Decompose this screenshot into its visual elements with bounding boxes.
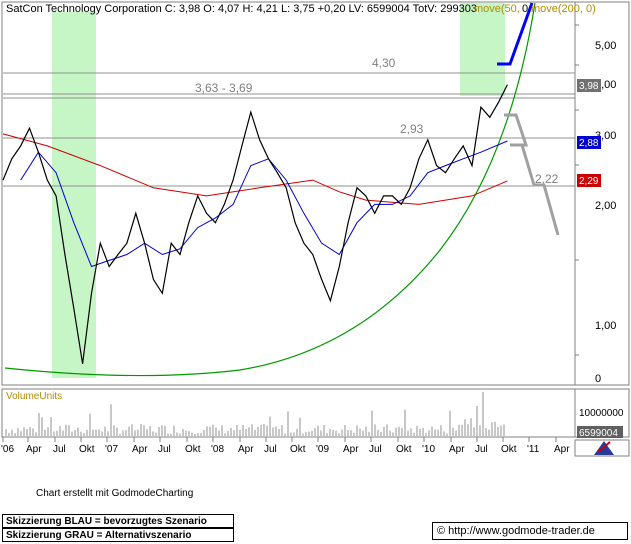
highlight-zone-2010 bbox=[460, 3, 505, 96]
price-tag-box bbox=[577, 136, 601, 149]
time-label: '06 bbox=[1, 444, 14, 455]
volume-title: VolumeUnits bbox=[6, 391, 62, 402]
ma50-legend: move(50, bbox=[474, 3, 520, 15]
level-label-222: 2,22 bbox=[535, 172, 559, 186]
price-tag-label: 2,88 bbox=[579, 138, 599, 149]
volume-last-value: 6599004 bbox=[579, 428, 618, 439]
volume-bars bbox=[5, 391, 505, 436]
time-label: Apr bbox=[343, 444, 359, 455]
ma50-line bbox=[20, 140, 508, 268]
trendline-arc bbox=[4, 2, 536, 377]
time-label: '10 bbox=[422, 444, 435, 455]
time-label: Apr bbox=[26, 444, 42, 455]
godmode-logo-icon bbox=[594, 441, 614, 455]
level-label-430: 4,30 bbox=[372, 56, 396, 70]
scenario-grey-path bbox=[504, 113, 560, 236]
time-label: '07 bbox=[105, 444, 118, 455]
volume-last-tag bbox=[577, 426, 623, 438]
time-label: Jul bbox=[158, 444, 171, 455]
highlight-zone-2006 bbox=[52, 12, 96, 378]
time-label: Apr bbox=[132, 444, 148, 455]
chart-credit: Chart erstellt mit GodmodeCharting bbox=[36, 488, 194, 499]
price-axis-panel bbox=[574, 1, 630, 386]
time-label: Jul bbox=[53, 444, 66, 455]
price-tag-label: 2,29 bbox=[579, 176, 599, 187]
ma200-line bbox=[2, 133, 508, 205]
price-tag-box bbox=[577, 174, 601, 187]
price-tag-label: 3,98 bbox=[579, 81, 599, 92]
price-axis-ticks: 5,004,003,002,001,000 bbox=[575, 24, 616, 385]
time-axis: '06 Apr Jul Okt '07 Apr Jul Okt '08 Apr Jul Okt '09 A… bbox=[1, 437, 570, 455]
legend-blue-scenario: Skizzierung BLAU = bevorzugtes Szenario bbox=[2, 514, 234, 528]
scenario-blue-path bbox=[497, 2, 534, 66]
price-tag-box bbox=[577, 79, 601, 92]
time-label: Okt bbox=[501, 444, 517, 455]
time-label: Okt bbox=[79, 444, 95, 455]
time-label: '11 bbox=[527, 444, 540, 455]
level-label-293: 2,93 bbox=[400, 122, 424, 136]
legend-grey-scenario: Skizzierung GRAU = Alternativszenario bbox=[2, 528, 234, 542]
time-label: Jul bbox=[369, 444, 382, 455]
price-tick-label: 0 bbox=[595, 373, 601, 385]
ma200-legend: move(200, 0) bbox=[531, 3, 596, 15]
price-line bbox=[2, 84, 508, 364]
time-label: Jul bbox=[264, 444, 277, 455]
price-tags: 3,98 2,88 2,29 bbox=[577, 79, 601, 187]
volume-tick-10m: 10000000 bbox=[579, 408, 624, 419]
price-tick-label: 5,00 bbox=[595, 40, 616, 52]
chart-title: SatCon Technology Corporation C: 3,98 O:… bbox=[6, 3, 477, 15]
time-label: Okt bbox=[185, 444, 201, 455]
level-label-363-369: 3,63 - 3,69 bbox=[195, 81, 253, 95]
ma50-legend-digit: 0 bbox=[522, 3, 528, 15]
time-label: '08 bbox=[211, 444, 224, 455]
source-url-link[interactable]: © http://www.godmode-trader.de bbox=[432, 522, 628, 540]
price-tick-label: 2,00 bbox=[595, 200, 616, 212]
time-label: Okt bbox=[396, 444, 412, 455]
time-label: Apr bbox=[238, 444, 254, 455]
time-label: Apr bbox=[554, 444, 570, 455]
price-tick-label: 1,00 bbox=[595, 320, 616, 332]
time-label: Apr bbox=[449, 444, 465, 455]
time-label: Okt bbox=[290, 444, 306, 455]
time-label: '09 bbox=[316, 444, 329, 455]
time-label: Jul bbox=[475, 444, 488, 455]
